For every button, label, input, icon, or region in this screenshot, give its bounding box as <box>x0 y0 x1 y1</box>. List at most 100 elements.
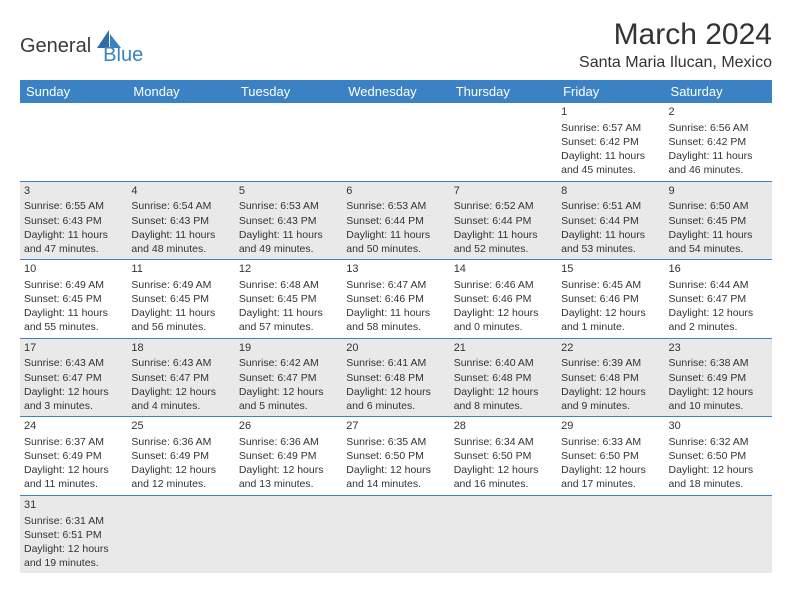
daylight-text: and 2 minutes. <box>669 320 768 334</box>
day-header: Monday <box>127 80 234 103</box>
day-number: 2 <box>669 105 768 120</box>
daylight-text: and 18 minutes. <box>669 477 768 491</box>
daylight-text: and 4 minutes. <box>131 399 230 413</box>
day-number: 31 <box>24 498 123 513</box>
sunset-text: Sunset: 6:48 PM <box>561 371 660 385</box>
daylight-text: Daylight: 12 hours <box>239 463 338 477</box>
calendar-day-cell: 22Sunrise: 6:39 AMSunset: 6:48 PMDayligh… <box>557 338 664 417</box>
daylight-text: Daylight: 12 hours <box>669 463 768 477</box>
sunrise-text: Sunrise: 6:36 AM <box>239 435 338 449</box>
calendar-day-cell: 18Sunrise: 6:43 AMSunset: 6:47 PMDayligh… <box>127 338 234 417</box>
day-number: 5 <box>239 184 338 199</box>
day-number: 29 <box>561 419 660 434</box>
calendar-day-cell: 5Sunrise: 6:53 AMSunset: 6:43 PMDaylight… <box>235 181 342 260</box>
day-number: 26 <box>239 419 338 434</box>
day-number: 7 <box>454 184 553 199</box>
day-number: 18 <box>131 341 230 356</box>
daylight-text: and 46 minutes. <box>669 163 768 177</box>
daylight-text: Daylight: 11 hours <box>239 228 338 242</box>
daylight-text: and 13 minutes. <box>239 477 338 491</box>
day-number: 30 <box>669 419 768 434</box>
sunset-text: Sunset: 6:51 PM <box>24 528 123 542</box>
day-header: Wednesday <box>342 80 449 103</box>
sunset-text: Sunset: 6:49 PM <box>24 449 123 463</box>
daylight-text: and 45 minutes. <box>561 163 660 177</box>
daylight-text: and 57 minutes. <box>239 320 338 334</box>
daylight-text: and 17 minutes. <box>561 477 660 491</box>
calendar-day-cell: 3Sunrise: 6:55 AMSunset: 6:43 PMDaylight… <box>20 181 127 260</box>
calendar-day-cell: 7Sunrise: 6:52 AMSunset: 6:44 PMDaylight… <box>450 181 557 260</box>
daylight-text: Daylight: 12 hours <box>24 463 123 477</box>
daylight-text: and 54 minutes. <box>669 242 768 256</box>
sunrise-text: Sunrise: 6:55 AM <box>24 199 123 213</box>
daylight-text: Daylight: 12 hours <box>454 385 553 399</box>
title-block: March 2024 Santa Maria Ilucan, Mexico <box>579 18 772 78</box>
calendar-week-row: 17Sunrise: 6:43 AMSunset: 6:47 PMDayligh… <box>20 338 772 417</box>
daylight-text: Daylight: 12 hours <box>454 306 553 320</box>
daylight-text: and 52 minutes. <box>454 242 553 256</box>
month-title: March 2024 <box>579 18 772 52</box>
calendar-day-cell: 30Sunrise: 6:32 AMSunset: 6:50 PMDayligh… <box>665 417 772 496</box>
daylight-text: Daylight: 11 hours <box>346 228 445 242</box>
sunrise-text: Sunrise: 6:33 AM <box>561 435 660 449</box>
calendar-day-cell <box>235 495 342 573</box>
sunset-text: Sunset: 6:43 PM <box>239 214 338 228</box>
day-number: 9 <box>669 184 768 199</box>
day-number: 14 <box>454 262 553 277</box>
calendar-day-cell <box>235 103 342 181</box>
daylight-text: Daylight: 12 hours <box>561 463 660 477</box>
sunset-text: Sunset: 6:47 PM <box>131 371 230 385</box>
calendar-day-cell: 20Sunrise: 6:41 AMSunset: 6:48 PMDayligh… <box>342 338 449 417</box>
daylight-text: and 8 minutes. <box>454 399 553 413</box>
calendar-day-cell <box>665 495 772 573</box>
calendar-day-cell: 21Sunrise: 6:40 AMSunset: 6:48 PMDayligh… <box>450 338 557 417</box>
day-number: 8 <box>561 184 660 199</box>
daylight-text: Daylight: 11 hours <box>454 228 553 242</box>
calendar-day-cell: 16Sunrise: 6:44 AMSunset: 6:47 PMDayligh… <box>665 260 772 339</box>
daylight-text: and 55 minutes. <box>24 320 123 334</box>
daylight-text: Daylight: 12 hours <box>669 306 768 320</box>
day-number: 28 <box>454 419 553 434</box>
sunset-text: Sunset: 6:42 PM <box>561 135 660 149</box>
calendar-day-cell: 17Sunrise: 6:43 AMSunset: 6:47 PMDayligh… <box>20 338 127 417</box>
calendar-day-cell: 14Sunrise: 6:46 AMSunset: 6:46 PMDayligh… <box>450 260 557 339</box>
day-number: 23 <box>669 341 768 356</box>
daylight-text: Daylight: 11 hours <box>346 306 445 320</box>
sunset-text: Sunset: 6:49 PM <box>131 449 230 463</box>
sunset-text: Sunset: 6:45 PM <box>669 214 768 228</box>
daylight-text: and 11 minutes. <box>24 477 123 491</box>
day-number: 27 <box>346 419 445 434</box>
day-header: Thursday <box>450 80 557 103</box>
sunset-text: Sunset: 6:49 PM <box>239 449 338 463</box>
sunset-text: Sunset: 6:42 PM <box>669 135 768 149</box>
sunrise-text: Sunrise: 6:38 AM <box>669 356 768 370</box>
calendar-week-row: 31Sunrise: 6:31 AMSunset: 6:51 PMDayligh… <box>20 495 772 573</box>
daylight-text: and 56 minutes. <box>131 320 230 334</box>
day-number: 20 <box>346 341 445 356</box>
sunset-text: Sunset: 6:45 PM <box>24 292 123 306</box>
calendar-day-cell: 27Sunrise: 6:35 AMSunset: 6:50 PMDayligh… <box>342 417 449 496</box>
daylight-text: Daylight: 12 hours <box>346 385 445 399</box>
daylight-text: Daylight: 12 hours <box>561 385 660 399</box>
sunrise-text: Sunrise: 6:42 AM <box>239 356 338 370</box>
sunrise-text: Sunrise: 6:47 AM <box>346 278 445 292</box>
calendar-header-row: SundayMondayTuesdayWednesdayThursdayFrid… <box>20 80 772 103</box>
sunset-text: Sunset: 6:50 PM <box>561 449 660 463</box>
daylight-text: Daylight: 12 hours <box>669 385 768 399</box>
daylight-text: Daylight: 11 hours <box>24 306 123 320</box>
calendar-day-cell: 1Sunrise: 6:57 AMSunset: 6:42 PMDaylight… <box>557 103 664 181</box>
sunrise-text: Sunrise: 6:54 AM <box>131 199 230 213</box>
daylight-text: and 50 minutes. <box>346 242 445 256</box>
calendar-body: 1Sunrise: 6:57 AMSunset: 6:42 PMDaylight… <box>20 103 772 573</box>
calendar-day-cell <box>557 495 664 573</box>
brand-logo: General Blue <box>20 26 143 67</box>
daylight-text: and 49 minutes. <box>239 242 338 256</box>
sunrise-text: Sunrise: 6:39 AM <box>561 356 660 370</box>
calendar-day-cell: 19Sunrise: 6:42 AMSunset: 6:47 PMDayligh… <box>235 338 342 417</box>
sunset-text: Sunset: 6:48 PM <box>454 371 553 385</box>
daylight-text: Daylight: 11 hours <box>561 149 660 163</box>
sunrise-text: Sunrise: 6:43 AM <box>131 356 230 370</box>
sunrise-text: Sunrise: 6:56 AM <box>669 121 768 135</box>
sunrise-text: Sunrise: 6:57 AM <box>561 121 660 135</box>
daylight-text: Daylight: 11 hours <box>131 306 230 320</box>
